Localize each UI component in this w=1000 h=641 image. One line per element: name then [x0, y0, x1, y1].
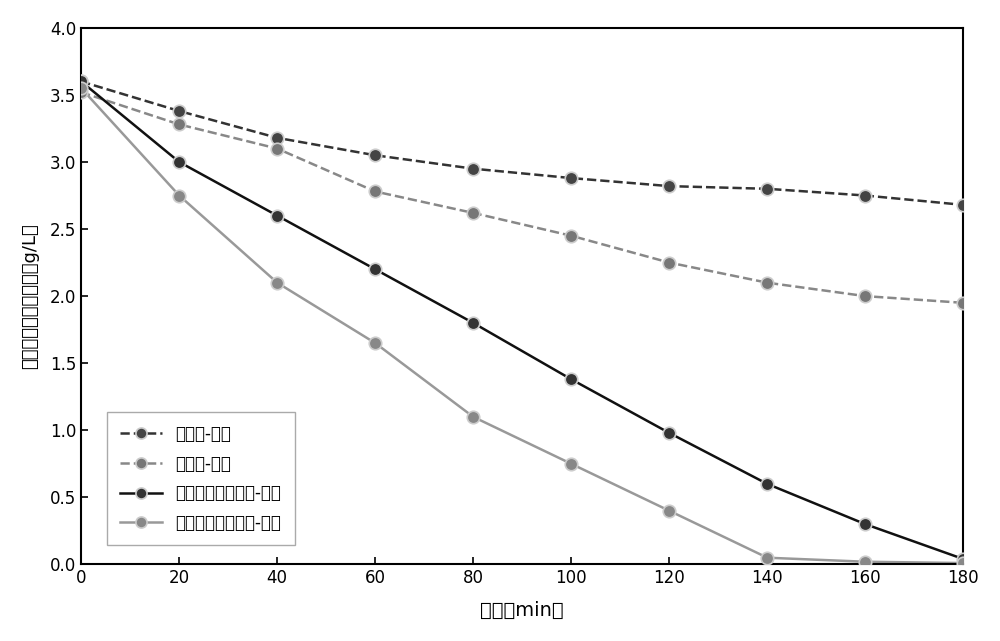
X-axis label: 时间（min）: 时间（min）: [480, 601, 564, 620]
Legend: 布气盘-空气, 布气盘-氧气, 溶气泵微泡发生器-空气, 溶气泵微泡发生器-氧气: 布气盘-空气, 布气盘-氧气, 溶气泵微泡发生器-空气, 溶气泵微泡发生器-氧气: [107, 412, 295, 545]
Y-axis label: 溶液中亚铁离子浓度（g/L）: 溶液中亚铁离子浓度（g/L）: [21, 223, 39, 369]
